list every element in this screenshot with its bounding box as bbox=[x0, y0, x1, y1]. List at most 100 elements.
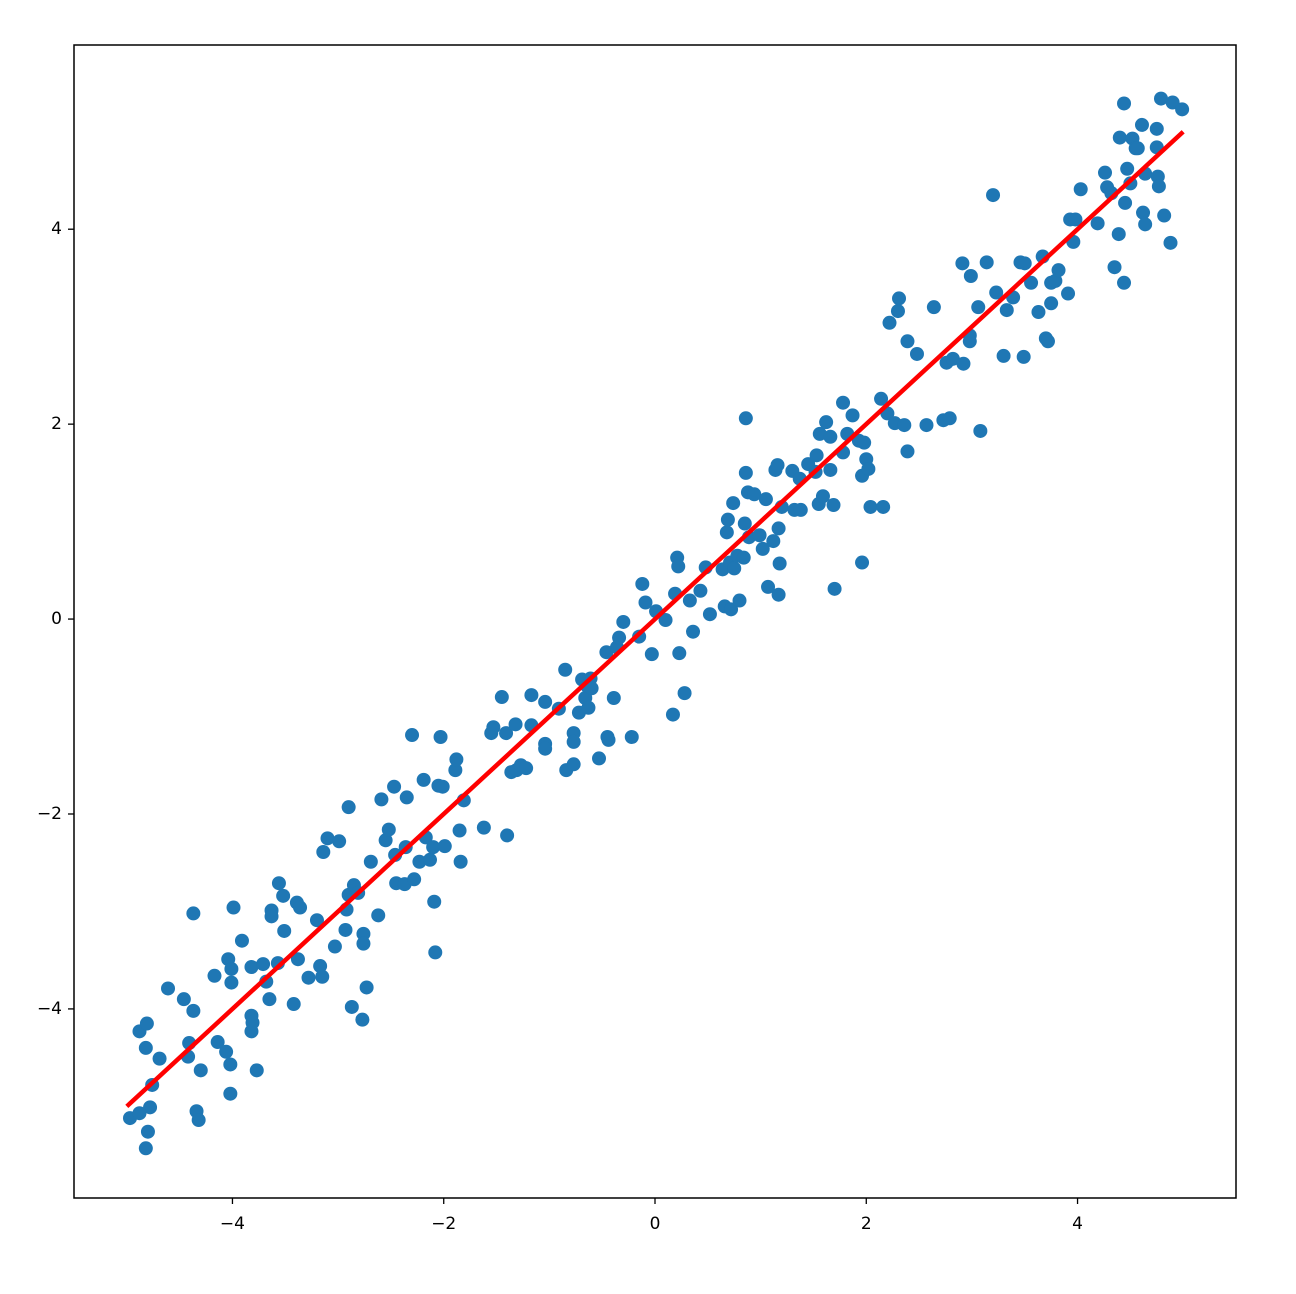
scatter-point bbox=[1117, 275, 1132, 290]
scatter-point bbox=[581, 700, 596, 715]
scatter-point bbox=[341, 800, 356, 815]
scatter-point bbox=[823, 429, 838, 444]
scatter-point bbox=[207, 968, 222, 983]
scatter-point bbox=[857, 435, 872, 450]
scatter-point bbox=[138, 1141, 153, 1156]
scatter-point bbox=[223, 1057, 238, 1072]
scatter-point bbox=[427, 894, 442, 909]
scatter-point bbox=[264, 909, 279, 924]
scatter-point bbox=[727, 561, 742, 576]
scatter-point bbox=[1157, 208, 1172, 223]
scatter-point bbox=[276, 888, 291, 903]
scatter-point bbox=[234, 933, 249, 948]
scatter-point bbox=[327, 939, 342, 954]
y-tick-label: 0 bbox=[51, 609, 62, 629]
scatter-point bbox=[290, 952, 305, 967]
scatter-point bbox=[738, 411, 753, 426]
scatter-point bbox=[999, 303, 1014, 318]
scatter-point bbox=[855, 555, 870, 570]
scatter-point bbox=[747, 487, 762, 502]
scatter-point bbox=[500, 828, 515, 843]
scatter-point bbox=[448, 763, 463, 778]
scatter-point bbox=[186, 1003, 201, 1018]
scatter-point bbox=[139, 1016, 154, 1031]
scatter-point bbox=[524, 688, 539, 703]
scatter-point bbox=[1068, 212, 1083, 227]
scatter-point bbox=[752, 528, 767, 543]
scatter-point bbox=[737, 516, 752, 531]
scatter-point bbox=[519, 761, 534, 776]
scatter-point bbox=[876, 499, 891, 514]
scatter-point bbox=[407, 872, 422, 887]
scatter-point bbox=[191, 1113, 206, 1128]
scatter-point bbox=[301, 970, 316, 985]
scatter-point bbox=[793, 502, 808, 517]
y-tick-label: −2 bbox=[37, 804, 62, 824]
scatter-point bbox=[900, 334, 915, 349]
scatter-point bbox=[900, 444, 915, 459]
scatter-point bbox=[161, 981, 176, 996]
scatter-point bbox=[724, 602, 739, 617]
scatter-point bbox=[955, 256, 970, 271]
scatter-point bbox=[971, 300, 986, 315]
scatter-point bbox=[1138, 217, 1153, 232]
scatter-point bbox=[399, 790, 414, 805]
scatter-point bbox=[313, 959, 328, 974]
scatter-point bbox=[476, 820, 491, 835]
scatter-point bbox=[624, 729, 639, 744]
scatter-point bbox=[815, 489, 830, 504]
scatter-point bbox=[566, 734, 581, 749]
scatter-point bbox=[219, 1044, 234, 1059]
scatter-point bbox=[890, 304, 905, 319]
scatter-point bbox=[262, 992, 277, 1007]
scatter-point bbox=[449, 752, 464, 767]
scatter-point bbox=[271, 876, 286, 891]
scatter-point bbox=[592, 751, 607, 766]
scatter-point bbox=[428, 945, 443, 960]
scatter-point bbox=[755, 541, 770, 556]
scatter-point bbox=[826, 498, 841, 513]
scatter-point bbox=[1044, 296, 1059, 311]
scatter-point bbox=[638, 595, 653, 610]
scatter-point bbox=[249, 1063, 264, 1078]
plot-area bbox=[122, 91, 1190, 1156]
scatter-point bbox=[1031, 305, 1046, 320]
scatter-point bbox=[1112, 130, 1127, 145]
x-tick-label: 0 bbox=[650, 1214, 661, 1234]
scatter-point bbox=[558, 662, 573, 677]
y-tick-label: 2 bbox=[51, 414, 62, 434]
scatter-point bbox=[1130, 141, 1145, 156]
scatter-point bbox=[771, 587, 786, 602]
scatter-point bbox=[863, 499, 878, 514]
scatter-point bbox=[771, 521, 786, 536]
scatter-point bbox=[812, 426, 827, 441]
scatter-point bbox=[973, 423, 988, 438]
scatter-point bbox=[309, 913, 324, 928]
scatter-point bbox=[224, 961, 239, 976]
scatter-point bbox=[1016, 349, 1031, 364]
scatter-point bbox=[320, 831, 335, 846]
scatter-point bbox=[956, 356, 971, 371]
scatter-point bbox=[371, 908, 386, 923]
scatter-point bbox=[1175, 102, 1190, 117]
scatter-point bbox=[486, 720, 501, 735]
scatter-point bbox=[422, 852, 437, 867]
scatter-point bbox=[387, 779, 402, 794]
scatter-point bbox=[1136, 205, 1151, 220]
scatter-point bbox=[338, 922, 353, 937]
scatter-point bbox=[416, 772, 431, 787]
scatter-point bbox=[356, 936, 371, 951]
scatter-point bbox=[1149, 121, 1164, 136]
scatter-point bbox=[374, 792, 389, 807]
scatter-point bbox=[758, 492, 773, 507]
scatter-point bbox=[426, 840, 441, 855]
scatter-point bbox=[616, 614, 631, 629]
scatter-point bbox=[1118, 195, 1133, 210]
scatter-point bbox=[193, 1063, 208, 1078]
scatter-point bbox=[635, 576, 650, 591]
scatter-point bbox=[665, 707, 680, 722]
scatter-point bbox=[1073, 182, 1088, 197]
scatter-point bbox=[996, 348, 1011, 363]
scatter-point bbox=[827, 581, 842, 596]
